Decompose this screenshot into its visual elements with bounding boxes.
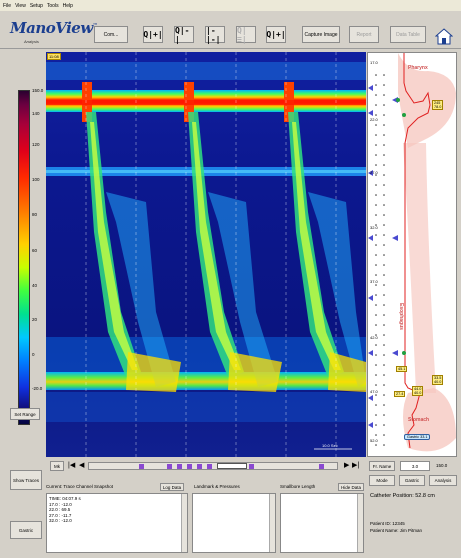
smallbore-list[interactable] (280, 493, 364, 553)
pressure-scale: 150.0 140 120 100 80 60 40 20 0 -20.0 (2, 52, 46, 457)
show-traces-button[interactable]: Show Traces (10, 470, 42, 490)
time-cursor-label: 11:08 (47, 53, 61, 60)
list-item: 27.0 : -11.7 (49, 512, 72, 518)
scale-tick: 60 (32, 248, 38, 253)
catheter-position-readout: Catheter Position: 52.8 cm (370, 493, 435, 499)
frame-value-field[interactable]: 3.0 (400, 461, 430, 471)
timeline-track[interactable] (88, 462, 338, 470)
current-snapshot-header: Current: Trace Channel Snapshot (46, 484, 114, 489)
analysis-button[interactable]: Analysis (429, 475, 457, 486)
last-frame-button[interactable]: ▶| (352, 462, 360, 469)
frame-max-value: 150.0 (436, 463, 448, 468)
landmark-scrollbar[interactable] (269, 494, 275, 552)
les-pressure-badge-2[interactable]: 33.5 40.0 (432, 375, 444, 386)
ues-pressure-badge[interactable]: 245 78.0 (432, 100, 444, 111)
list-item: 32.0 : -12.0 (49, 518, 72, 523)
depth-tick: 52.0 (370, 438, 378, 443)
menu-file[interactable]: File (3, 2, 12, 9)
gastric-pressure-badge[interactable]: Gastric 33.1 (404, 434, 431, 440)
scale-tick: 0 (32, 352, 35, 357)
depth-tick: 37.0 (370, 279, 378, 284)
menu-view[interactable]: View (15, 2, 26, 9)
smallbore-scrollbar[interactable] (357, 494, 363, 552)
depth-tick: 32.0 (370, 225, 378, 230)
zoom-fit-button[interactable]: Q|≡| (236, 26, 256, 44)
toolbar: ManoView™ Analysis v1.2 Com... Q|+| Q|-|… (0, 11, 461, 49)
swallow-1 (82, 82, 181, 392)
timeline-marker[interactable] (249, 464, 254, 469)
list-item: 22.0 : 69.5 (49, 507, 71, 512)
depth-tick: 17.0 (370, 60, 378, 65)
zoom-in-button[interactable]: Q|+| (143, 26, 163, 43)
set-range-button[interactable]: Set Range (10, 408, 40, 420)
timeline-marker[interactable] (207, 464, 212, 469)
les-pressure-badge[interactable]: 45.1 (396, 366, 408, 372)
catheter-position-panel[interactable]: 17.0 22.0 27.0 32.0 37.0 42.0 47.0 52.0 … (367, 52, 457, 457)
list-item: TIME: 04:07.9 s (49, 496, 81, 501)
scale-tick: 40 (32, 283, 38, 288)
stomach-label: Stomach (408, 417, 430, 423)
pressure-topograph[interactable]: 11:08 10.0 Sec (46, 52, 366, 457)
timeline-marker[interactable] (187, 464, 192, 469)
pharynx-label: Pharynx (408, 65, 428, 71)
depth-tick: 27.0 (370, 170, 378, 175)
data-table-button[interactable]: Data Table (390, 26, 426, 43)
playback-bar: Mk |◀ ◀ ▶ ▶| (46, 460, 366, 472)
menu-setup[interactable]: Setup (29, 2, 43, 9)
timeline-window[interactable] (217, 463, 247, 469)
zoom-out-button[interactable]: Q|-| (174, 26, 194, 44)
landmark-list[interactable] (192, 493, 276, 553)
scale-tick: 20 (32, 317, 38, 322)
log-data-button[interactable]: Log Data (160, 483, 184, 491)
report-button[interactable]: Report (349, 26, 379, 43)
snapshot-list[interactable]: TIME: 04:07.9 s 17.0 : -12.0 22.0 : 69.5… (46, 493, 188, 553)
zoom-range-button[interactable]: |-|-| (205, 26, 225, 44)
scale-tick: 80 (32, 212, 38, 217)
timeline-marker[interactable] (197, 464, 202, 469)
landmark-pressures-header: Landmark & Pressures (194, 484, 240, 489)
home-icon[interactable] (434, 28, 454, 45)
swallow-3 (284, 82, 366, 392)
timeline-marker[interactable] (139, 464, 144, 469)
app-logo: ManoView™ (10, 19, 98, 37)
snapshot-scrollbar[interactable] (181, 494, 187, 552)
patient-id: Patient ID: 12345 (370, 521, 405, 526)
les-pressure-badge-3[interactable]: 27.4 (394, 391, 406, 397)
scale-tick: -20.0 (32, 386, 43, 391)
time-scale-marker: 10.0 Sec (322, 443, 338, 448)
zoom-time-button[interactable]: Q|+| (266, 26, 286, 43)
list-item: 17.0 : -12.0 (49, 501, 72, 507)
next-frame-button[interactable]: ▶ (344, 462, 350, 469)
depth-tick: 22.0 (370, 117, 378, 122)
gastric-button[interactable]: Gastric (10, 521, 42, 539)
depth-tick: 47.0 (370, 389, 378, 394)
smallbore-length-header: Smallbore Length (280, 484, 316, 489)
mode-button[interactable]: Mode (369, 475, 395, 486)
capture-image-button[interactable]: Capture Image (302, 26, 340, 43)
timeline-marker[interactable] (319, 464, 324, 469)
menu-bar: File View Setup Tools Help (0, 0, 461, 11)
com-button[interactable]: Com... (94, 26, 128, 43)
right-controls: Fr. Name 3.0 150.0 Mode Gastric Analysis… (368, 461, 458, 558)
les-pressure-badge-4[interactable]: 44.0 40.0 (412, 386, 424, 397)
scale-tick: 150.0 (32, 88, 44, 93)
timeline-marker[interactable] (177, 464, 182, 469)
esophagus-label: Esophagus (398, 303, 404, 330)
color-scale-bar (18, 90, 30, 425)
mark-button[interactable]: Mk (50, 461, 64, 471)
frame-name-button[interactable]: Fr. Name (369, 461, 395, 471)
menu-help[interactable]: Help (62, 2, 73, 9)
depth-tick: 42.0 (370, 335, 378, 340)
menu-tools[interactable]: Tools (46, 2, 59, 9)
patient-name: Patient Name: Jim Pitman (370, 528, 423, 533)
scale-tick: 100 (32, 177, 40, 182)
logo-subtitle: Analysis (24, 39, 39, 44)
hide-data-button[interactable]: Hide Data (338, 483, 364, 491)
timeline-marker[interactable] (167, 464, 172, 469)
gastric-mode-button[interactable]: Gastric (399, 475, 425, 486)
scale-tick: 120 (32, 142, 40, 147)
scale-tick: 140 (32, 111, 40, 116)
first-frame-button[interactable]: |◀ (68, 462, 76, 469)
prev-frame-button[interactable]: ◀ (79, 462, 85, 469)
